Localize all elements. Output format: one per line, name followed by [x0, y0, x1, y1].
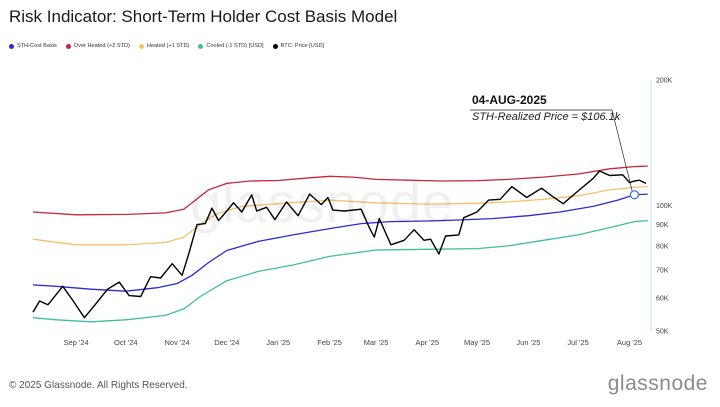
- series-line-4: [32, 170, 647, 319]
- series-line-0: [32, 165, 648, 216]
- x-tick-label: Jul '25: [567, 338, 588, 347]
- x-tick-label: Jun '25: [516, 338, 540, 347]
- legend-label: BTC: Price [USD]: [280, 43, 325, 49]
- legend: STH-Cost Basis Over Heated (+2 STD) Heat…: [9, 43, 324, 49]
- x-tick-label: Sep '24: [63, 338, 88, 347]
- annotation-date: 04-AUG-2025: [472, 93, 547, 107]
- y-tick-label: 200K: [656, 78, 673, 85]
- x-tick-label: Oct '24: [114, 338, 138, 347]
- annotation-leader: [611, 109, 633, 192]
- y-tick-label: 50K: [656, 329, 669, 336]
- legend-item-cooled[interactable]: Cooled (-1 STD) [USD]: [198, 43, 264, 49]
- x-tick-label: Feb '25: [317, 338, 342, 347]
- x-tick-label: Mar '25: [364, 338, 389, 347]
- legend-label: Over Heated (+2 STD): [73, 43, 130, 49]
- y-tick-label: 70K: [656, 268, 669, 275]
- legend-dot: [272, 43, 278, 49]
- y-tick-label: 80K: [656, 243, 669, 250]
- series-line-3: [32, 219, 648, 323]
- legend-item-over-heated[interactable]: Over Heated (+2 STD): [65, 43, 130, 49]
- y-tick-label: 90K: [656, 222, 669, 229]
- legend-item-sth-cost-basis[interactable]: STH-Cost Basis: [9, 43, 57, 49]
- annotation-marker: [629, 190, 640, 200]
- legend-dot: [138, 43, 144, 49]
- legend-label: Cooled (-1 STD) [USD]: [206, 43, 264, 49]
- legend-label: Heated (+1 STD): [146, 43, 190, 49]
- y-tick-label: 100K: [656, 203, 673, 210]
- series-line-2: [32, 193, 648, 292]
- copyright-text: © 2025 Glassnode. All Rights Reserved.: [9, 380, 188, 391]
- x-tick-label: Nov '24: [164, 338, 189, 347]
- x-tick-label: Jan '25: [266, 338, 290, 347]
- legend-item-heated[interactable]: Heated (+1 STD): [138, 43, 190, 49]
- legend-item-btc-price[interactable]: BTC: Price [USD]: [272, 43, 325, 49]
- annotation-text: STH-Realized Price = $106.1k: [472, 111, 621, 123]
- page-title: Risk Indicator: Short-Term Holder Cost B…: [9, 7, 398, 26]
- brand-logo: glassnode: [607, 372, 708, 395]
- legend-label: STH-Cost Basis: [17, 43, 57, 49]
- legend-dot: [198, 43, 204, 49]
- y-tick-label: 60K: [656, 296, 669, 303]
- legend-dot: [9, 43, 14, 49]
- x-tick-label: Apr '25: [416, 338, 440, 347]
- x-tick-label: May '25: [464, 338, 490, 347]
- x-tick-label: Aug '25: [617, 338, 642, 347]
- x-tick-label: Dec '24: [214, 338, 239, 347]
- legend-dot: [65, 43, 71, 49]
- watermark: glassnode: [190, 171, 455, 234]
